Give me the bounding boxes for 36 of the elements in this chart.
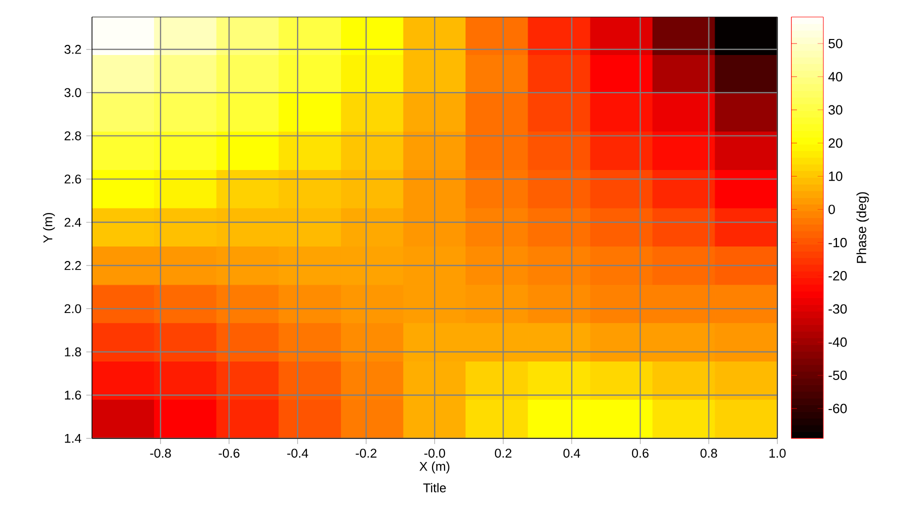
y-tick-label: 1.8 <box>64 347 82 356</box>
color-bar-label: 50 <box>828 38 842 48</box>
x-tick-label: 0.4 <box>563 448 580 458</box>
y-tick-label: 2.8 <box>64 131 82 140</box>
y-tick-label: 2.6 <box>64 174 82 184</box>
color-bar-label: -20 <box>828 271 847 280</box>
x-tick-label: -0.4 <box>287 448 308 458</box>
color-bar-label: -60 <box>828 404 847 414</box>
color-bar-label: -10 <box>828 238 847 248</box>
y-tick-label: 2.0 <box>64 304 82 314</box>
color-bar-title: Phase (deg) <box>856 192 869 263</box>
color-bar-label: 10 <box>829 172 842 181</box>
color-bar-label: 30 <box>828 105 842 115</box>
x-axis-title: X (m) <box>419 462 450 474</box>
color-bar-label: -50 <box>828 370 847 380</box>
color-bar-label: 40 <box>828 72 842 82</box>
color-bar-label: 0 <box>828 204 835 214</box>
y-tick-label: 1.4 <box>64 434 82 443</box>
y-tick-label: 3.0 <box>64 88 82 98</box>
color-bar-label: -30 <box>828 304 847 314</box>
y-tick-label: 2.2 <box>64 261 81 270</box>
y-tick-label: 1.6 <box>64 390 82 400</box>
y-tick-label: 2.4 <box>64 218 82 227</box>
x-tick-label: -0.8 <box>150 448 171 458</box>
x-tick-label: -0.2 <box>356 448 376 458</box>
x-tick-label: -0.0 <box>424 448 446 458</box>
x-tick-label: -0.6 <box>218 448 240 458</box>
x-tick-label: 0.6 <box>632 448 649 458</box>
color-bar-label: 20 <box>828 138 842 148</box>
x-tick-label: 0.2 <box>494 448 512 458</box>
y-axis-title: Y (m) <box>43 212 55 243</box>
y-tick-label: 3.2 <box>64 44 81 54</box>
text: Title <box>423 483 446 492</box>
color-bar-label: -40 <box>828 337 847 347</box>
x-tick-label: 0.8 <box>700 448 718 458</box>
x-tick-label: 1.0 <box>770 448 786 458</box>
